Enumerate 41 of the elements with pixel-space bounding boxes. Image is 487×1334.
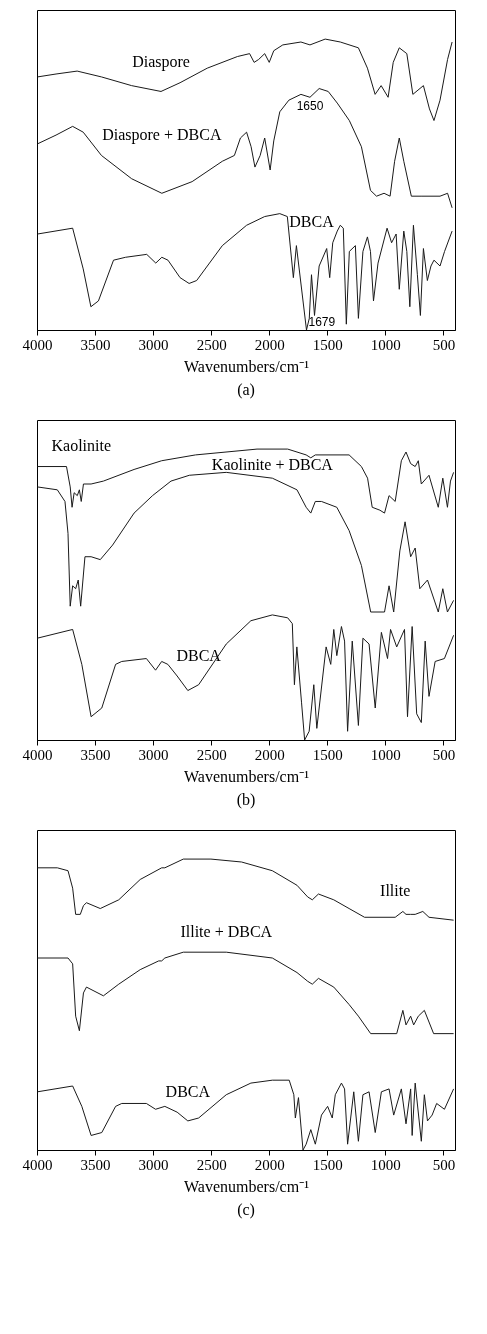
series-label: DBCA — [176, 646, 222, 664]
x-tick-label: 4000 — [22, 336, 53, 353]
text: (a) — [237, 381, 255, 399]
x-tick-label: 1000 — [370, 336, 401, 353]
x-tick-label: 1500 — [312, 746, 343, 763]
series-label: Kaolinite — [51, 437, 112, 455]
x-tick-label: 4000 — [22, 746, 53, 763]
x-tick-label: 3500 — [80, 336, 111, 353]
series-label: Illite — [380, 882, 411, 900]
x-tick-label: 1000 — [370, 1156, 401, 1173]
x-tick-label: 3000 — [138, 336, 169, 353]
x-tick-label: 500 — [432, 336, 456, 353]
series-label: Illite + DBCA — [180, 922, 273, 940]
series-label: DBCA — [289, 213, 335, 231]
x-tick-label: 3500 — [80, 1156, 111, 1173]
annotation: 1679 — [308, 315, 336, 329]
text: (c) — [237, 1201, 255, 1219]
x-axis-title: Wavenumbers/cm⁻¹ — [184, 1177, 310, 1195]
x-tick-label: 2000 — [254, 746, 285, 763]
text: (b) — [236, 791, 256, 809]
annotation: 1650 — [296, 99, 324, 114]
x-tick-label: 500 — [432, 1156, 456, 1173]
x-tick-label: 1500 — [312, 336, 343, 353]
series-label: DBCA — [165, 1082, 211, 1100]
x-tick-label: 3000 — [138, 746, 169, 763]
x-tick-label: 3500 — [80, 746, 111, 763]
x-axis-title: Wavenumbers/cm⁻¹ — [184, 767, 310, 785]
x-tick-label: 2500 — [196, 746, 227, 763]
x-tick-label: 1000 — [370, 746, 401, 763]
x-tick-label: 2500 — [196, 1156, 227, 1173]
series-label: Diaspore + DBCA — [102, 126, 222, 145]
x-tick-label: 1500 — [312, 1156, 343, 1173]
x-tick-label: 500 — [432, 746, 456, 763]
x-tick-label: 2000 — [254, 336, 285, 353]
series-label: Diaspore — [132, 53, 190, 72]
x-tick-label: 3000 — [138, 1156, 169, 1173]
x-tick-label: 2000 — [254, 1156, 285, 1173]
x-axis-title: Wavenumbers/cm⁻¹ — [184, 357, 310, 375]
x-tick-label: 4000 — [22, 1156, 53, 1173]
x-tick-label: 2500 — [196, 336, 227, 353]
series-label: Kaolinite + DBCA — [211, 456, 334, 474]
